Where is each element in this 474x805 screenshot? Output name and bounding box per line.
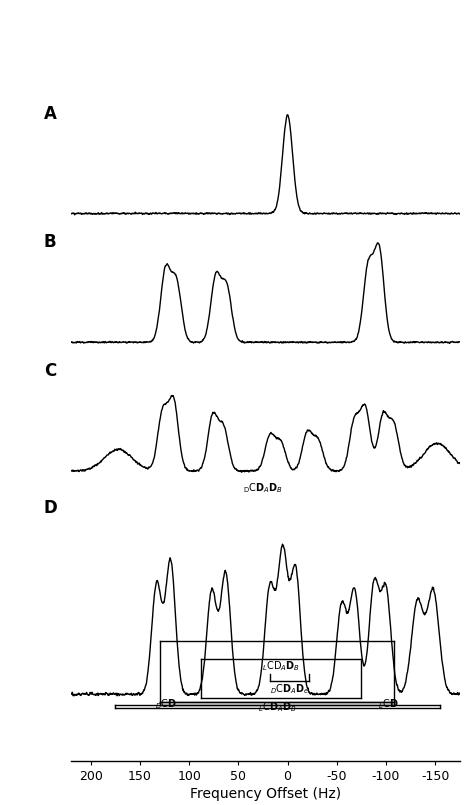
Text: $_D$C$\mathbf{D}_A\mathbf{D}_e$: $_D$C$\mathbf{D}_A\mathbf{D}_e$ [270, 682, 310, 696]
X-axis label: Frequency Offset (Hz): Frequency Offset (Hz) [190, 787, 341, 801]
Text: $_D$C$\mathbf{D}$: $_D$C$\mathbf{D}$ [155, 697, 177, 711]
Text: B: B [44, 233, 56, 251]
Text: A: A [44, 105, 57, 122]
Text: C: C [44, 362, 56, 380]
Text: D: D [44, 499, 58, 517]
Text: $_L$C$\mathbf{D}_A\mathbf{D}_B$: $_L$C$\mathbf{D}_A\mathbf{D}_B$ [258, 700, 297, 713]
Text: $_L$CD$_A\mathbf{D}_B$: $_L$CD$_A\mathbf{D}_B$ [262, 659, 300, 674]
Text: $_\mathrm{D}$C$\mathbf{D}_A\mathbf{D}_B$: $_\mathrm{D}$C$\mathbf{D}_A\mathbf{D}_B$ [243, 481, 283, 495]
Text: $_L$C$\mathbf{D}$: $_L$C$\mathbf{D}$ [378, 697, 399, 711]
